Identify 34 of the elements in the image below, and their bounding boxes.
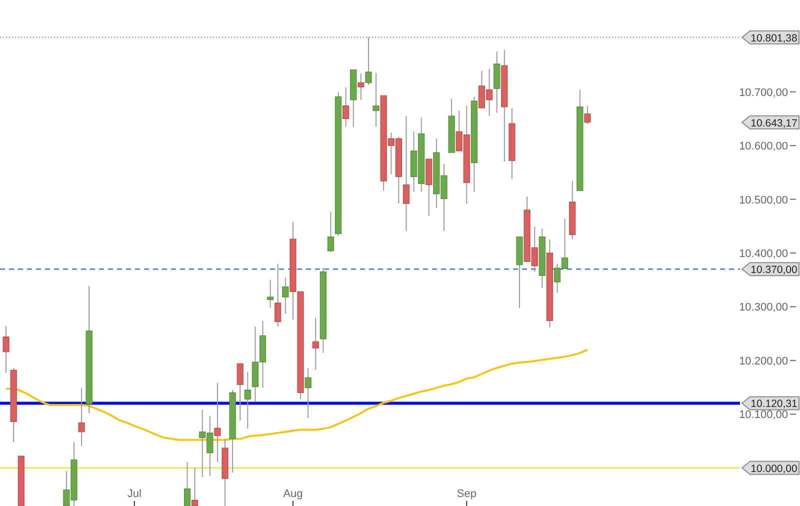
candlestick bbox=[236, 363, 244, 422]
candlestick bbox=[274, 263, 282, 328]
candlestick bbox=[584, 105, 591, 125]
candlestick bbox=[304, 367, 312, 418]
ref-line-label: 10.370,00 bbox=[750, 264, 798, 276]
y-tick-label: 10.700,00 bbox=[739, 86, 788, 99]
ref-line-label: 10.120,31 bbox=[750, 398, 798, 410]
y-tick-label: 10.200,00 bbox=[739, 355, 788, 368]
text: 10.643,17 bbox=[750, 117, 798, 130]
candlestick bbox=[184, 461, 191, 506]
y-tick-label: 10.500,00 bbox=[739, 194, 788, 206]
candlestick bbox=[282, 277, 289, 314]
x-tick-label: Sep bbox=[456, 488, 476, 500]
candlestick bbox=[402, 116, 410, 232]
ref-line-label: 10.801,38 bbox=[750, 32, 798, 44]
candlestick bbox=[2, 326, 10, 374]
candlestick bbox=[372, 72, 380, 128]
candlestick bbox=[244, 371, 251, 430]
y-tick-label: 10.600,00 bbox=[739, 140, 788, 153]
candlestick bbox=[365, 36, 372, 86]
y-tick-label: 10.400,00 bbox=[739, 248, 788, 260]
candlestick bbox=[267, 279, 274, 308]
candlestick bbox=[358, 73, 364, 100]
candlestick bbox=[78, 387, 85, 446]
candlestick bbox=[192, 467, 198, 506]
y-tick-label: 10.300,00 bbox=[739, 302, 788, 314]
x-tick-label: Aug bbox=[283, 488, 303, 500]
ref-line-label: 10.000,00 bbox=[750, 462, 798, 475]
candlestick bbox=[312, 317, 319, 371]
y-tick-label: 10.100,00 bbox=[739, 409, 788, 422]
x-tick-label: Jul bbox=[127, 488, 142, 500]
candlestick bbox=[214, 382, 221, 462]
candlestick bbox=[342, 87, 350, 128]
candlestick bbox=[327, 211, 334, 252]
